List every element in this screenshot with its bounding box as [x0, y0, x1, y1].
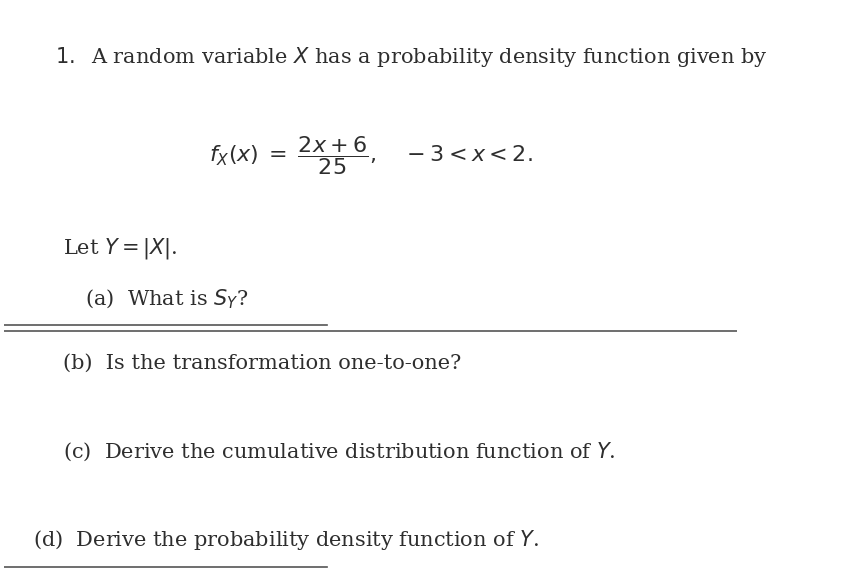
Text: (b)  Is the transformation one-to-one?: (b) Is the transformation one-to-one?: [62, 355, 461, 373]
Text: Let $Y = |X|$.: Let $Y = |X|$.: [62, 235, 177, 261]
Text: $1.\;$ A random variable $X$ has a probability density function given by: $1.\;$ A random variable $X$ has a proba…: [56, 45, 767, 69]
Text: (a)  What is $S_Y$?: (a) What is $S_Y$?: [84, 288, 248, 311]
Text: $f_X(x) \;=\; \dfrac{2x+6}{25}, \quad -3 < x < 2.$: $f_X(x) \;=\; \dfrac{2x+6}{25}, \quad -3…: [208, 134, 532, 177]
Text: (d)  Derive the probability density function of $Y$.: (d) Derive the probability density funct…: [34, 528, 538, 552]
Text: (c)  Derive the cumulative distribution function of $Y$.: (c) Derive the cumulative distribution f…: [62, 441, 614, 464]
